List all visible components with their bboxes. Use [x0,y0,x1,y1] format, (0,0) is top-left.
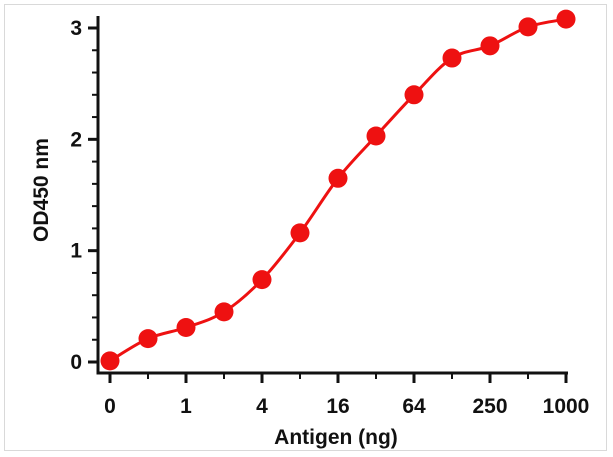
data-point [214,302,234,322]
axes: 0 1 2 3 0 1 4 16 64 250 1000 [70,16,589,418]
y-tick-label: 2 [70,128,82,151]
y-tick-label: 1 [70,240,82,263]
x-tick-label: 0 [104,395,116,418]
data-point [290,223,310,243]
x-tick-label: 1 [180,395,192,418]
data-point [404,85,424,105]
data-points-layer [100,9,576,371]
data-point [442,48,462,68]
data-point [252,270,272,290]
data-point [556,9,576,29]
fit-curve [109,17,567,363]
x-tick-label: 250 [472,395,507,418]
data-point [138,329,158,349]
y-axis-title: OD450 nm [30,138,53,242]
data-point [366,126,386,146]
data-point [480,36,500,56]
data-point [176,317,196,337]
data-point [328,168,348,188]
y-tick-label: 0 [70,351,82,374]
data-point [518,17,538,37]
y-tick-label: 3 [70,17,82,40]
x-axis-title: Antigen (ng) [274,426,398,449]
x-tick-label: 16 [326,395,349,418]
x-tick-label: 1000 [543,395,590,418]
fit-curve-layer [109,17,567,363]
x-tick-label: 64 [402,395,426,418]
data-point [100,351,120,371]
x-tick-label: 4 [256,395,268,418]
